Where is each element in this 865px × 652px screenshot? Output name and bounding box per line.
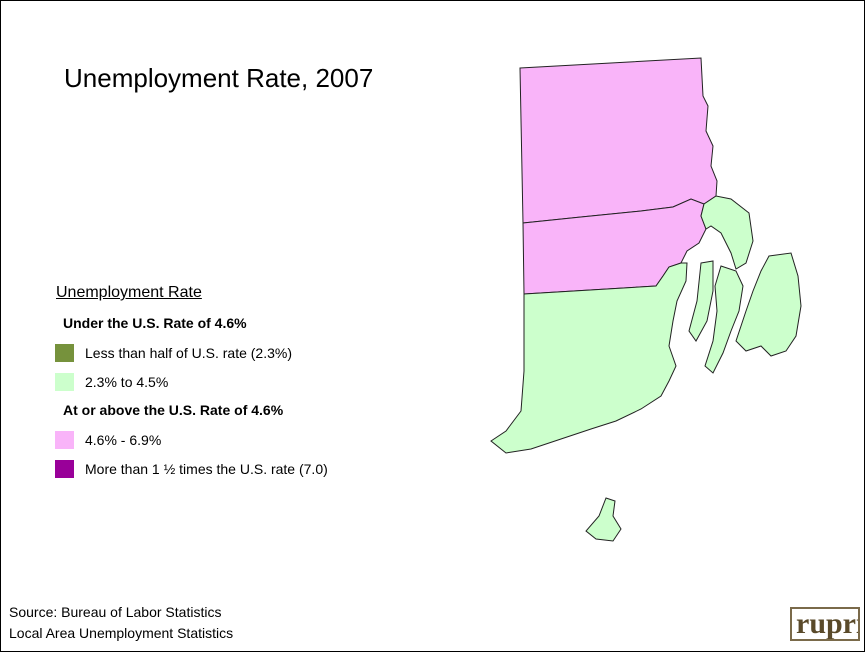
legend-label: More than 1 ½ times the U.S. rate (7.0)	[85, 461, 328, 477]
legend-label: Less than half of U.S. rate (2.3%)	[85, 345, 292, 361]
legend-label: 2.3% to 4.5%	[85, 374, 169, 390]
legend-group: At or above the U.S. Rate of 4.6%	[63, 402, 284, 418]
source: Local Area Unemployment Statistics	[9, 625, 234, 641]
region-conanicut	[688, 260, 714, 342]
legend-swatch	[55, 344, 74, 362]
region-east-bay	[700, 195, 754, 270]
region-tiverton	[704, 265, 744, 374]
region-aquidneck	[735, 252, 802, 357]
title: Unemployment Rate, 2007	[64, 63, 374, 93]
source: Source: Bureau of Labor Statistics	[9, 604, 222, 620]
legend-group: Under the U.S. Rate of 4.6%	[63, 315, 247, 331]
region-south	[490, 262, 688, 454]
legend-swatch	[55, 431, 74, 449]
legend-swatch	[55, 460, 74, 478]
legend-heading: Unemployment Rate	[56, 284, 202, 301]
region-block-island	[585, 497, 622, 542]
legend-label: 4.6% - 6.9%	[85, 432, 162, 448]
legend-swatch	[55, 373, 74, 391]
region-north	[519, 57, 718, 224]
logo: rupri	[790, 607, 860, 641]
